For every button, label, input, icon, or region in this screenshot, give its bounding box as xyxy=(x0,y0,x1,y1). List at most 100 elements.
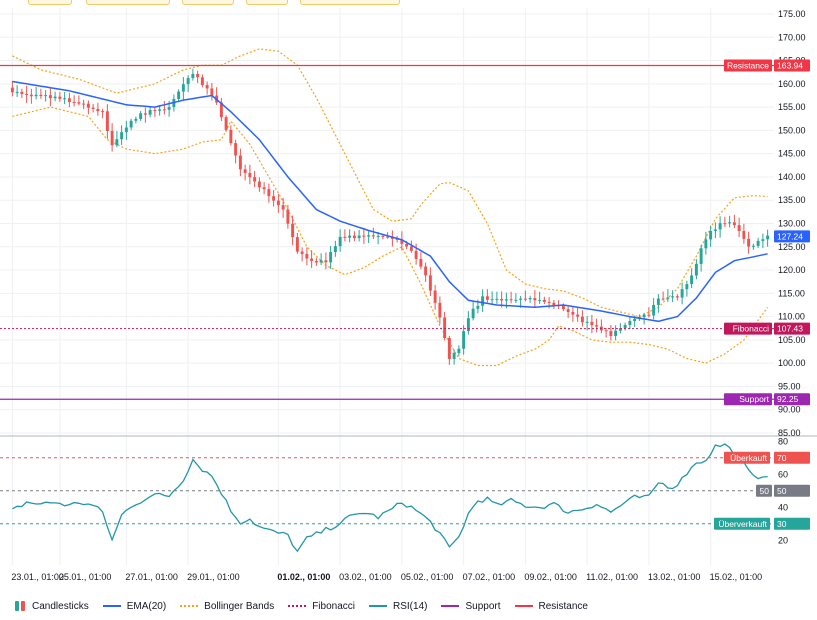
candle xyxy=(115,139,119,146)
candle xyxy=(229,129,233,144)
line-icon xyxy=(514,605,533,607)
candle xyxy=(291,223,295,238)
candle xyxy=(766,235,770,240)
legend-label: Candlesticks xyxy=(32,600,89,612)
mid-tag-price: 50 xyxy=(777,486,787,496)
candle xyxy=(756,240,760,246)
last-price-tag: 127.24 xyxy=(774,230,810,243)
time-tick-label: 15.02., 01:00 xyxy=(710,572,763,582)
candle xyxy=(367,235,371,237)
support-tag-label-box xyxy=(724,393,772,406)
candle xyxy=(561,305,565,310)
candlestick-icon xyxy=(14,600,26,612)
candle xyxy=(348,235,352,238)
time-tick-label: 29.01., 01:00 xyxy=(187,572,240,582)
last-price-box xyxy=(774,230,810,243)
candle xyxy=(143,113,147,115)
toolbar-button[interactable] xyxy=(28,0,72,5)
candle xyxy=(205,85,209,89)
candle xyxy=(585,321,589,323)
candle xyxy=(481,296,485,306)
candle xyxy=(547,301,551,303)
candle xyxy=(177,91,181,99)
candle xyxy=(419,258,423,267)
candle xyxy=(523,298,527,300)
candle xyxy=(162,109,166,111)
candle xyxy=(656,298,660,305)
overbought-tag-price-box xyxy=(774,451,810,464)
resistance-tag-price-box xyxy=(774,59,810,72)
trading-chart[interactable]: 175.00170.00165.00160.00155.00150.00145.… xyxy=(0,0,817,592)
candle xyxy=(314,260,318,263)
line-icon xyxy=(102,605,121,607)
candle xyxy=(628,321,632,325)
overbought-tag-label: Überkauft xyxy=(730,453,767,463)
candle xyxy=(272,196,276,201)
candle xyxy=(262,187,266,190)
candle xyxy=(466,318,470,332)
time-tick-label: 23.01., 01:00 xyxy=(11,572,64,582)
candle xyxy=(728,222,732,224)
legend-item[interactable]: Candlesticks xyxy=(14,600,89,612)
candle xyxy=(210,88,214,96)
time-tick-label: 11.02., 01:00 xyxy=(586,572,638,582)
candle xyxy=(405,243,409,247)
candle xyxy=(300,251,304,254)
price-tick-label: 120.00 xyxy=(778,265,806,275)
candle xyxy=(191,73,195,79)
legend-label: Support xyxy=(465,600,501,612)
price-tick-label: 135.00 xyxy=(778,195,806,205)
candle xyxy=(243,169,247,173)
price-tick-label: 145.00 xyxy=(778,149,806,159)
time-tick-label: 09.02., 01:00 xyxy=(524,572,577,582)
line-icon xyxy=(369,605,388,607)
legend-item[interactable]: EMA(20) xyxy=(102,601,166,612)
candle xyxy=(96,108,100,112)
support-tag: Support 92.25 xyxy=(724,393,810,406)
legend-item[interactable]: Resistance xyxy=(514,601,588,612)
candle xyxy=(39,94,43,97)
candle xyxy=(219,102,223,118)
candle xyxy=(105,111,109,131)
candle xyxy=(538,299,542,301)
rsi-line xyxy=(12,443,768,553)
candle xyxy=(723,223,727,225)
candle xyxy=(324,260,328,263)
candle xyxy=(438,302,442,318)
legend-item[interactable]: Support xyxy=(441,600,501,612)
legend-item[interactable]: Fibonacci xyxy=(288,601,355,612)
candle xyxy=(124,127,128,133)
candle xyxy=(181,84,185,92)
bollinger-bands xyxy=(12,48,769,367)
candle xyxy=(566,309,570,313)
candle xyxy=(447,337,451,359)
toolbar-button[interactable] xyxy=(86,0,170,5)
candle xyxy=(286,209,290,224)
overbought-tag-price: 70 xyxy=(777,453,787,463)
mid-tag: 50 50 xyxy=(756,484,810,497)
toolbar-button[interactable] xyxy=(300,0,400,5)
legend-item[interactable]: RSI(14) xyxy=(369,601,427,612)
candle xyxy=(737,225,741,231)
candle xyxy=(680,289,684,298)
candle xyxy=(110,130,114,146)
candle xyxy=(338,236,342,247)
candle xyxy=(381,235,385,237)
candle xyxy=(443,317,447,338)
candle xyxy=(642,314,646,318)
toolbar-button[interactable] xyxy=(182,0,234,5)
legend-item[interactable]: Bollinger Bands xyxy=(180,601,274,612)
toolbar-button[interactable] xyxy=(246,0,288,5)
mid-tag-price-box xyxy=(774,484,810,497)
resistance-tag-price: 163.94 xyxy=(777,60,803,70)
candle xyxy=(101,111,105,113)
candle xyxy=(310,258,314,261)
oversold-tag-label-box xyxy=(714,517,770,530)
candle xyxy=(699,248,703,264)
price-tick-label: 170.00 xyxy=(778,32,806,42)
price-tick-label: 85.00 xyxy=(778,428,801,438)
fibonacci-tag-label-box xyxy=(724,322,772,335)
oversold-tag-label: Überverkauft xyxy=(718,519,767,529)
oversold-tag: Überverkauft 30 xyxy=(714,517,810,530)
candle xyxy=(120,132,124,140)
